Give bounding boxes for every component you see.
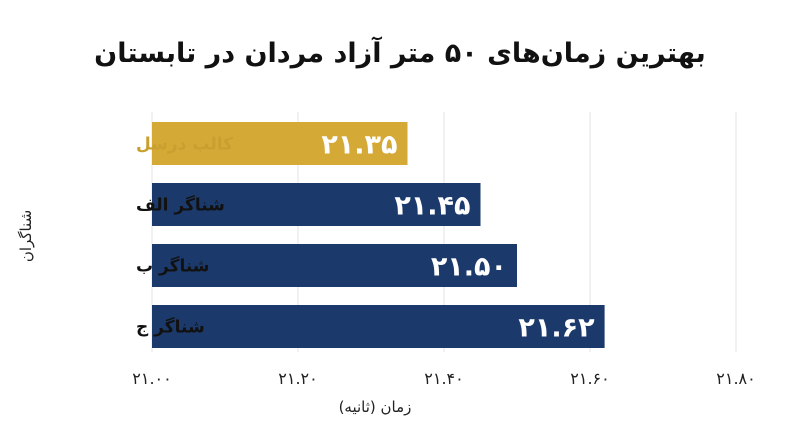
bar-value-label: ۲۱.۶۲ (518, 313, 595, 344)
category-label: شناگر الف (136, 195, 225, 216)
bar-value-label: ۲۱.۴۵ (394, 191, 470, 222)
bars: ۲۱.۳۵ کالب درسل ۲۱.۴۵ شناگر الف ۲۱.۵۰ شناگر ب… (136, 122, 605, 348)
x-tick-label: ۲۱.۴۰ (424, 369, 463, 388)
x-axis-label: زمان (ثانیه) (339, 398, 412, 416)
x-tick-label: ۲۱.۲۰ (278, 369, 317, 388)
x-tick-label: ۲۱.۰۰ (132, 369, 171, 388)
bar (152, 122, 408, 165)
category-label: شناگر ب (136, 256, 210, 277)
bar (152, 244, 517, 287)
x-tick-label: ۲۱.۶۰ (570, 369, 609, 388)
x-axis-ticks: ۲۱.۰۰ ۲۱.۲۰ ۲۱.۴۰ ۲۱.۶۰ ۲۱.۸۰ (132, 369, 755, 388)
category-label: شناگر ج (136, 317, 205, 338)
y-axis-label: شناگران (17, 210, 35, 262)
bar (152, 305, 605, 348)
bar-value-label: ۲۱.۳۵ (321, 130, 397, 161)
category-label: کالب درسل (136, 135, 233, 155)
bar-value-label: ۲۱.۵۰ (431, 252, 507, 283)
bar (152, 183, 481, 226)
chart-title: بهترین زمان‌های ۵۰ متر آزاد مردان در تاب… (94, 36, 706, 69)
x-tick-label: ۲۱.۸۰ (716, 369, 755, 388)
